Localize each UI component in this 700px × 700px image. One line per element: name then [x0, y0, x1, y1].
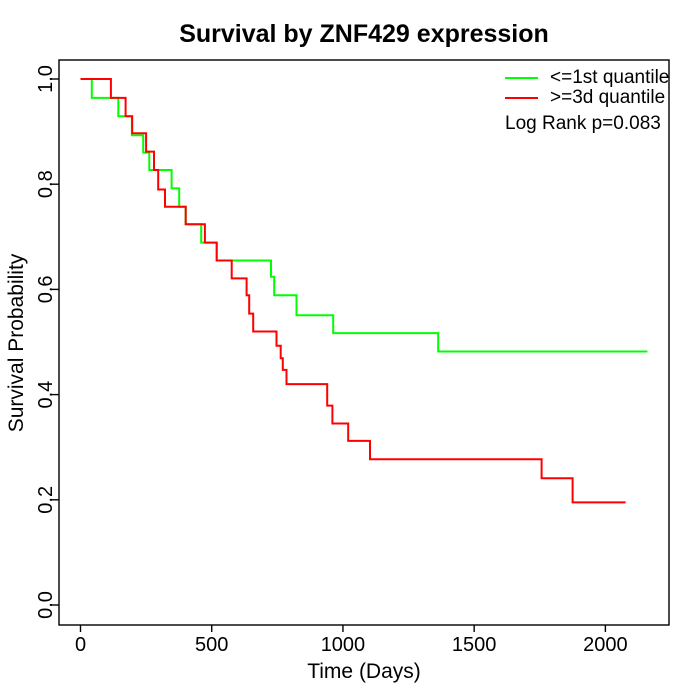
legend-item-label: <=1st quantile — [550, 67, 670, 88]
x-axis-label: Time (Days) — [307, 660, 421, 683]
x-tick-label: 500 — [195, 634, 228, 656]
y-tick-label: 0.2 — [35, 486, 57, 514]
legend: <=1st quantile >=3d quantile — [505, 67, 670, 108]
legend-line-green — [505, 77, 538, 79]
y-tick-label: 1.0 — [35, 65, 57, 93]
legend-item: >=3d quantile — [505, 87, 669, 108]
x-tick-label: 1000 — [321, 634, 366, 656]
x-tick-label: 2000 — [583, 634, 628, 656]
y-tick-label: 0.6 — [35, 275, 57, 303]
y-tick-label: 0.0 — [35, 591, 57, 619]
x-tick-label: 0 — [75, 634, 86, 656]
y-axis-label: Survival Probability — [5, 253, 28, 433]
legend-item: <=1st quantile — [505, 67, 670, 88]
legend-item-label: >=3d quantile — [550, 87, 666, 108]
survival-curve-high-expression — [80, 78, 626, 504]
plot-box — [58, 59, 670, 626]
x-tick-label: 1500 — [452, 634, 497, 656]
chart-title: Survival by ZNF429 expression — [179, 20, 549, 48]
y-tick-label: 0.4 — [35, 381, 57, 409]
log-rank-annotation: Log Rank p=0.083 — [505, 113, 661, 134]
y-tick-label: 0.8 — [35, 170, 57, 198]
legend-line-red — [505, 97, 538, 99]
